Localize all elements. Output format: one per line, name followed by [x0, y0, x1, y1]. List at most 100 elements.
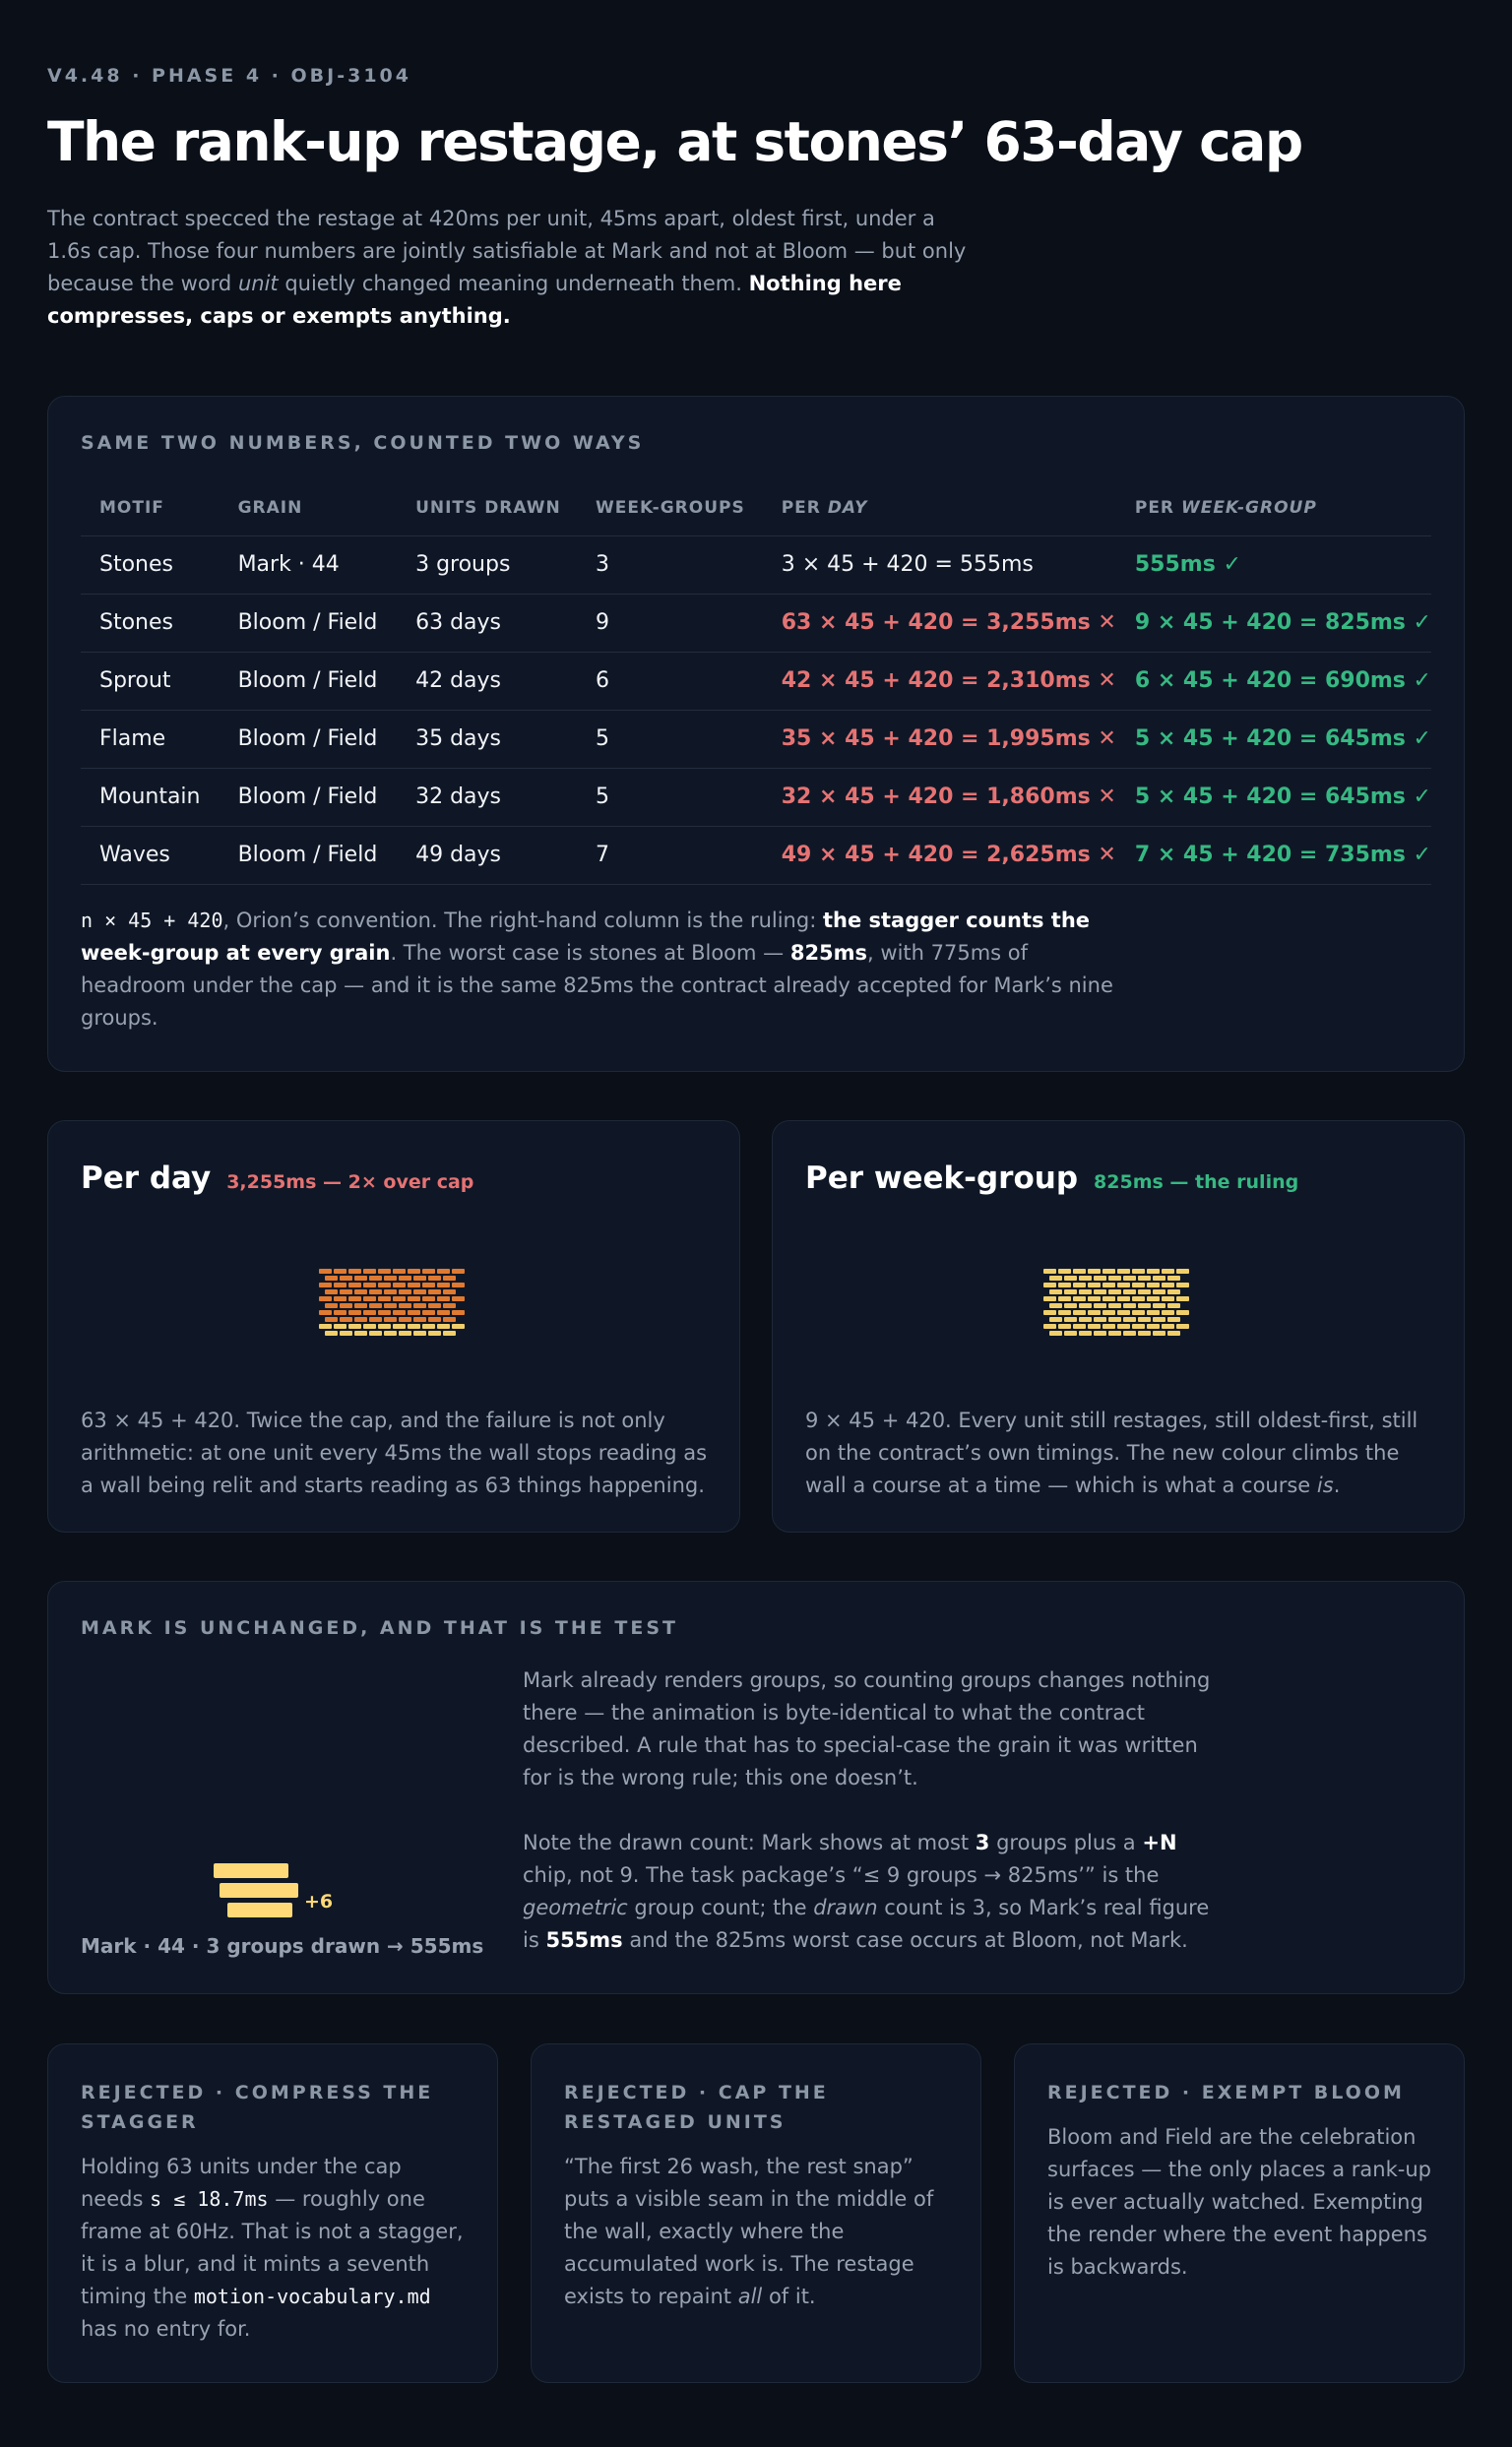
cell-groups: 7: [577, 826, 763, 885]
rejected-cap-card: REJECTED · CAP THE RESTAGED UNITS “The f…: [531, 2043, 981, 2383]
wall-brick: [1049, 1276, 1062, 1281]
wall-brick: [378, 1324, 391, 1329]
cell-per-day: 32 × 45 + 420 = 1,860ms ✕: [762, 768, 1116, 827]
note-b: . The worst case is stones at Bloom —: [390, 941, 790, 965]
wall-brick: [443, 1303, 456, 1308]
col-per-group-unit: WEEK-GROUP: [1180, 498, 1317, 519]
wall-brick: [1117, 1283, 1130, 1287]
wall-brick: [1073, 1310, 1086, 1315]
wall-brick: [1108, 1317, 1121, 1322]
wall-brick: [363, 1269, 376, 1274]
cell-groups: 5: [577, 768, 763, 827]
wall-brick: [384, 1276, 397, 1281]
wall-brick: [1108, 1331, 1121, 1336]
wall-brick: [384, 1331, 397, 1336]
wall-brick: [1088, 1269, 1101, 1274]
col-grain: GRAIN: [219, 481, 398, 536]
wall-brick: [1147, 1269, 1160, 1274]
wall-brick: [1123, 1289, 1136, 1294]
wall-brick: [422, 1296, 435, 1301]
wall-brick: [428, 1303, 441, 1308]
wall-brick: [413, 1289, 426, 1294]
wall-brick: [443, 1331, 456, 1336]
wall-brick: [1064, 1317, 1077, 1322]
wall-brick: [1153, 1331, 1166, 1336]
cell-grain: Bloom / Field: [219, 768, 398, 827]
p2-g: and the 825ms worst case occurs at Bloom…: [622, 1928, 1188, 1952]
wall-brick: [428, 1331, 441, 1336]
wall-brick: [1123, 1303, 1136, 1308]
wall-brick: [452, 1310, 465, 1315]
wall-brick: [325, 1276, 338, 1281]
table-row: Mountain Bloom / Field 32 days 5 32 × 45 + 4…: [81, 768, 1431, 827]
wall-brick: [408, 1324, 420, 1329]
rejected-heading: REJECTED · EXEMPT BLOOM: [1047, 2082, 1405, 2103]
wall-brick: [443, 1289, 456, 1294]
wall-brick: [319, 1296, 332, 1301]
wall-brick: [1094, 1276, 1106, 1281]
per-day-card: Per day 3,255ms — 2× over cap 63 × 45 + …: [47, 1120, 740, 1533]
wall-brick: [393, 1296, 406, 1301]
rejected-compress-card: REJECTED · COMPRESS THE STAGGER Holding …: [47, 2043, 498, 2383]
wall-brick: [369, 1289, 382, 1294]
cell-per-group: 555ms ✓: [1115, 535, 1431, 595]
table-row: Stones Bloom / Field 63 days 9 63 × 45 + 420…: [81, 594, 1431, 653]
rejected-heading: REJECTED · COMPRESS THE STAGGER: [81, 2082, 434, 2133]
cell-grain: Mark · 44: [219, 535, 398, 595]
cell-grain: Bloom / Field: [219, 710, 398, 769]
wall-brick: [422, 1310, 435, 1315]
wall-brick: [354, 1289, 367, 1294]
col-units: UNITS DRAWN: [397, 481, 577, 536]
rej0-c: has no entry for.: [81, 2317, 251, 2341]
wall-brick: [1094, 1317, 1106, 1322]
wall-brick: [348, 1269, 361, 1274]
cell-units: 49 days: [397, 826, 577, 885]
rejected-body: “The first 26 wash, the rest snap” puts …: [564, 2151, 953, 2313]
rejected-body: Bloom and Field are the celebration surf…: [1047, 2125, 1431, 2279]
cell-units: 42 days: [397, 652, 577, 711]
wall-brick: [1147, 1324, 1160, 1329]
wall-brick: [443, 1317, 456, 1322]
wall-brick: [413, 1303, 426, 1308]
wall-brick: [1073, 1296, 1086, 1301]
p2-c: groups plus a: [989, 1831, 1143, 1854]
wall-brick: [1094, 1289, 1106, 1294]
wall-brick: [393, 1269, 406, 1274]
wall-brick: [1162, 1310, 1174, 1315]
wall-brick: [1049, 1317, 1062, 1322]
wall-brick: [340, 1331, 352, 1336]
wall-brick: [443, 1276, 456, 1281]
wall-brick: [437, 1283, 450, 1287]
cell-grain: Bloom / Field: [219, 594, 398, 653]
wall-brick: [1079, 1303, 1092, 1308]
wall-brick: [1043, 1296, 1056, 1301]
wall-brick: [399, 1331, 411, 1336]
wall-brick: [363, 1310, 376, 1315]
wall-brick: [369, 1331, 382, 1336]
wall-brick: [1073, 1324, 1086, 1329]
wall-brick: [1094, 1331, 1106, 1336]
wall-brick: [408, 1296, 420, 1301]
per-day-header: Per day 3,255ms — 2× over cap: [81, 1161, 473, 1196]
brick-wall-per-day: [319, 1269, 465, 1336]
wall-brick: [1147, 1283, 1160, 1287]
rejected-heading: REJECTED · CAP THE RESTAGED UNITS: [564, 2082, 829, 2133]
mark-brick: [227, 1903, 292, 1917]
cell-grain: Bloom / Field: [219, 826, 398, 885]
wall-brick: [1088, 1324, 1101, 1329]
cell-per-group: 9 × 45 + 420 = 825ms ✓: [1115, 594, 1431, 653]
wall-brick: [399, 1303, 411, 1308]
mark-p1: Mark already renders groups, so counting…: [523, 1668, 1211, 1789]
wall-brick: [1102, 1269, 1115, 1274]
lede-a: The contract specced the restage at 420m…: [47, 207, 967, 295]
table-row: Stones Mark · 44 3 groups 3 3 × 45 + 420 = 5…: [81, 535, 1431, 595]
wall-brick: [1064, 1331, 1077, 1336]
p2-b3: 555ms: [545, 1928, 623, 1952]
per-week-card: Per week-group 825ms — the ruling 9 × 45…: [772, 1120, 1465, 1533]
wall-brick: [1108, 1276, 1121, 1281]
wall-brick: [378, 1296, 391, 1301]
p2-b1: 3: [975, 1831, 990, 1854]
wall-brick: [437, 1296, 450, 1301]
per-week-text-b: .: [1333, 1474, 1341, 1497]
cell-per-group: 7 × 45 + 420 = 735ms ✓: [1115, 826, 1431, 885]
